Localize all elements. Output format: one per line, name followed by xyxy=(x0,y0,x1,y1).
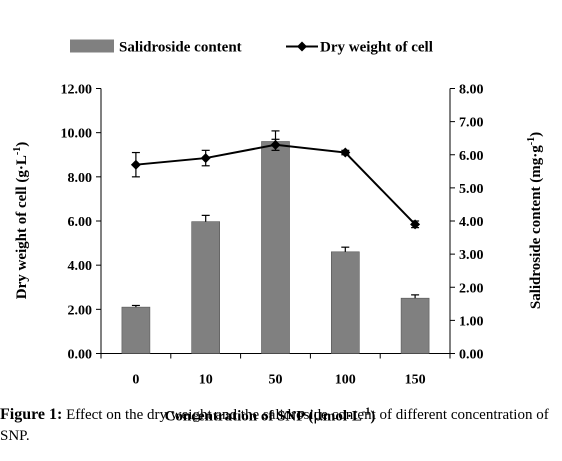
y-axis-right-label-close: ) xyxy=(528,132,544,137)
bar xyxy=(400,297,430,354)
bar xyxy=(261,141,290,354)
y-right-tick-label: 2.00 xyxy=(459,281,484,296)
y-right-tick-label: 0.00 xyxy=(459,348,484,363)
legend-label-dry-weight: Dry weight of cell xyxy=(320,40,433,56)
figure-caption: Figure 1: Effect on the dry weight and t… xyxy=(0,404,556,447)
y-left-tick-label: 8.00 xyxy=(68,171,93,186)
y-right-tick-label: 1.00 xyxy=(459,314,484,329)
line-point xyxy=(130,159,141,170)
x-tick-label: 10 xyxy=(199,373,213,388)
x-axis-label: Concentration of SNP (μmol·L-1) xyxy=(165,407,376,425)
x-tick-label: 100 xyxy=(335,373,356,388)
x-axis-label-main: Concentration of SNP ( xyxy=(165,409,314,425)
legend-label-salidroside: Salidroside content xyxy=(119,40,242,56)
line-point xyxy=(410,219,421,230)
y-right-tick-label: 7.00 xyxy=(459,116,484,131)
x-tick-label: 50 xyxy=(269,373,283,388)
line-point xyxy=(270,139,281,150)
line-point xyxy=(200,153,211,164)
y-left-tick-label: 4.00 xyxy=(68,259,93,274)
y-left-tick-label: 2.00 xyxy=(68,303,93,318)
x-axis-label-close: ) xyxy=(370,409,375,425)
y-axis-left-label: Dry weight of cell (g·L-1) xyxy=(12,142,30,299)
x-axis-label-sup: -1 xyxy=(362,407,370,418)
x-tick-label: 150 xyxy=(405,373,426,388)
legend-swatch-salidroside xyxy=(70,39,114,53)
plot-area: 0.00 2.00 4.00 6.00 8.00 10.00 12.00 0.00 1.00 2.… xyxy=(61,83,484,388)
y-axis-left-label-close: ) xyxy=(14,142,30,147)
legend-marker-dry-weight xyxy=(297,41,307,52)
bar xyxy=(330,251,360,354)
y-right-tick-label: 4.00 xyxy=(459,215,484,230)
y-right-tick-label: 3.00 xyxy=(459,248,484,263)
line-point xyxy=(340,147,351,158)
figure-caption-text: Effect on the dry weight and the salidro… xyxy=(0,407,549,444)
y-right-tick-label: 6.00 xyxy=(459,149,484,164)
y-right-tick-label: 5.00 xyxy=(459,182,484,197)
x-axis-label-mu: μ xyxy=(313,407,323,425)
y-left-tick-label: 6.00 xyxy=(68,215,93,230)
bar xyxy=(191,221,220,354)
x-axis-label-rest: mol·L xyxy=(323,409,362,425)
y-right-tick-label: 8.00 xyxy=(459,83,484,98)
y-left-tick-label: 0.00 xyxy=(68,348,93,363)
x-tick-label: 0 xyxy=(132,373,139,388)
y-axis-right-label: Salidroside content (mg·g-1) xyxy=(526,132,544,309)
y-left-tick-label: 10.00 xyxy=(61,127,93,142)
y-axis-right-label-main: Salidroside content (mg·g xyxy=(528,145,544,309)
y-axis-left-label-main: Dry weight of cell (g·L xyxy=(14,155,30,299)
legend: Salidroside content Dry weight of cell xyxy=(70,39,433,56)
y-left-tick-label: 12.00 xyxy=(61,83,93,98)
y-axis-left-label-sup: -1 xyxy=(12,147,23,155)
figure-caption-label: Figure 1: xyxy=(0,406,63,423)
y-axis-right-label-sup: -1 xyxy=(526,137,537,145)
bar xyxy=(121,306,151,354)
